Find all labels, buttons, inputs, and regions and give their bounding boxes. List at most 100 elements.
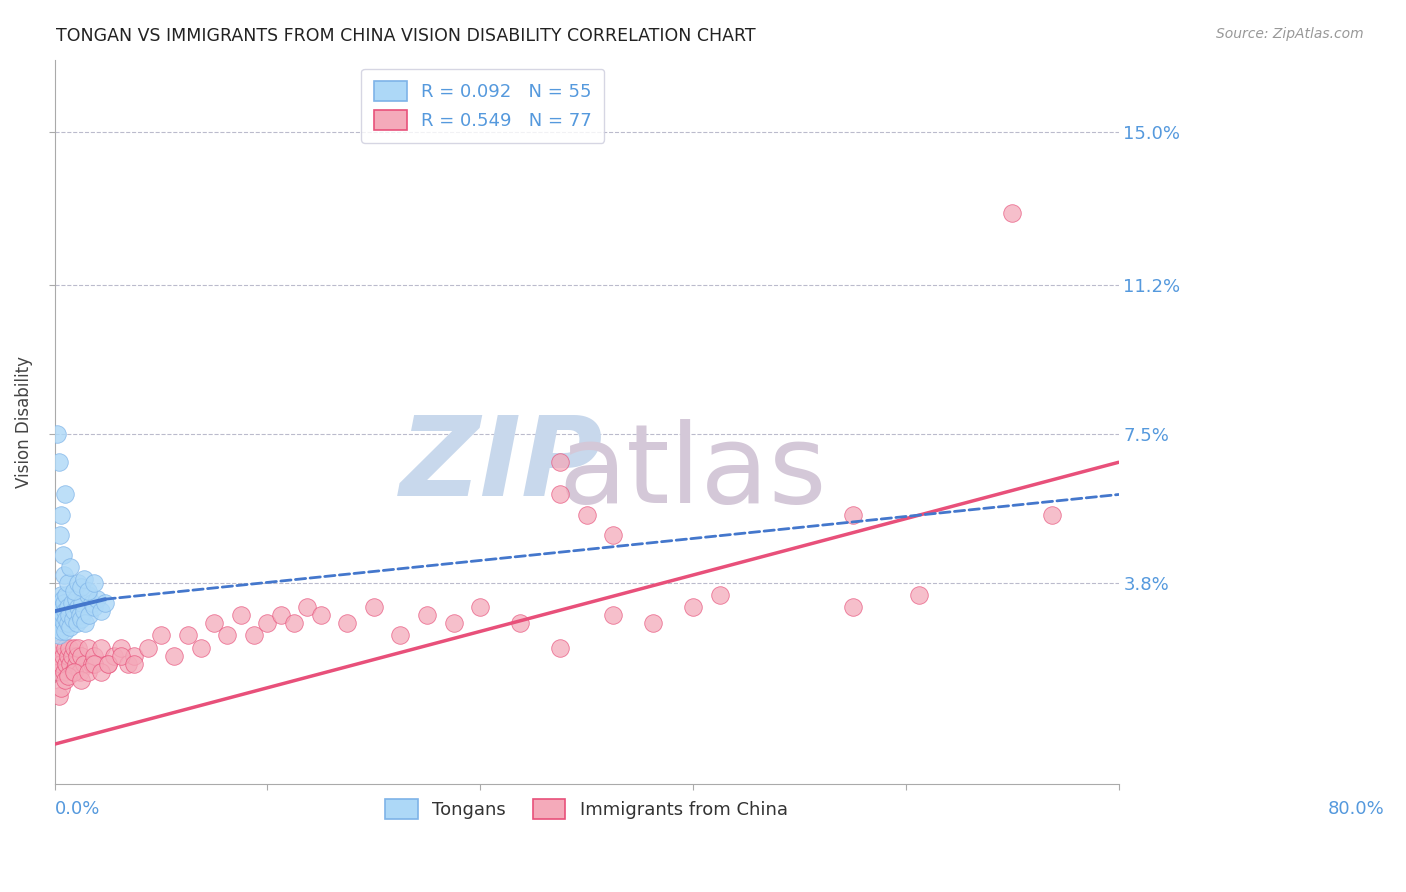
- Point: [72, 596, 94, 610]
- Point: [709, 588, 731, 602]
- Point: [336, 616, 359, 631]
- Point: [53, 673, 76, 687]
- Point: [309, 608, 332, 623]
- Point: [509, 616, 531, 631]
- Point: [86, 592, 108, 607]
- Point: [76, 584, 98, 599]
- Text: TONGAN VS IMMIGRANTS FROM CHINA VISION DISABILITY CORRELATION CHART: TONGAN VS IMMIGRANTS FROM CHINA VISION D…: [56, 27, 756, 45]
- Point: [59, 560, 82, 574]
- Point: [163, 648, 186, 663]
- Point: [76, 665, 98, 679]
- Point: [69, 608, 91, 623]
- Point: [90, 604, 112, 618]
- Text: atlas: atlas: [558, 419, 827, 526]
- Point: [51, 548, 73, 562]
- Point: [51, 657, 73, 671]
- Point: [52, 596, 75, 610]
- Point: [256, 616, 278, 631]
- Point: [602, 608, 624, 623]
- Point: [56, 616, 79, 631]
- Point: [49, 620, 72, 634]
- Point: [48, 689, 70, 703]
- Point: [110, 640, 132, 655]
- Point: [389, 628, 412, 642]
- Point: [51, 608, 73, 623]
- Y-axis label: Vision Disability: Vision Disability: [15, 356, 32, 488]
- Point: [51, 612, 73, 626]
- Point: [51, 588, 73, 602]
- Point: [65, 657, 87, 671]
- Point: [65, 592, 87, 607]
- Point: [110, 648, 132, 663]
- Point: [83, 600, 105, 615]
- Point: [602, 528, 624, 542]
- Text: Source: ZipAtlas.com: Source: ZipAtlas.com: [1216, 27, 1364, 41]
- Point: [548, 455, 571, 469]
- Point: [62, 665, 84, 679]
- Point: [841, 508, 863, 522]
- Point: [83, 576, 105, 591]
- Point: [63, 584, 86, 599]
- Point: [77, 608, 100, 623]
- Point: [45, 657, 67, 671]
- Point: [49, 640, 72, 655]
- Point: [190, 640, 212, 655]
- Point: [46, 427, 69, 442]
- Point: [52, 616, 75, 631]
- Point: [46, 616, 69, 631]
- Point: [103, 648, 125, 663]
- Point: [53, 640, 76, 655]
- Point: [908, 588, 931, 602]
- Point: [117, 657, 139, 671]
- Point: [49, 604, 72, 618]
- Point: [1001, 205, 1024, 219]
- Point: [49, 528, 72, 542]
- Point: [641, 616, 664, 631]
- Point: [90, 640, 112, 655]
- Point: [62, 612, 84, 626]
- Point: [470, 600, 492, 615]
- Point: [70, 612, 93, 626]
- Point: [80, 657, 103, 671]
- Point: [229, 608, 252, 623]
- Point: [1040, 508, 1063, 522]
- Point: [94, 596, 117, 610]
- Point: [56, 648, 79, 663]
- Text: 0.0%: 0.0%: [55, 800, 100, 818]
- Point: [124, 648, 146, 663]
- Point: [60, 596, 83, 610]
- Point: [46, 648, 69, 663]
- Point: [283, 616, 305, 631]
- Point: [202, 616, 225, 631]
- Point: [70, 580, 93, 594]
- Point: [46, 596, 69, 610]
- Point: [58, 608, 80, 623]
- Point: [59, 620, 82, 634]
- Point: [90, 665, 112, 679]
- Point: [270, 608, 292, 623]
- Text: ZIP: ZIP: [399, 412, 603, 519]
- Point: [48, 600, 70, 615]
- Point: [149, 628, 172, 642]
- Point: [243, 628, 266, 642]
- Point: [63, 665, 86, 679]
- Point: [443, 616, 465, 631]
- Point: [682, 600, 704, 615]
- Point: [97, 657, 120, 671]
- Point: [63, 640, 86, 655]
- Point: [51, 648, 73, 663]
- Point: [53, 487, 76, 501]
- Point: [76, 640, 98, 655]
- Point: [66, 648, 89, 663]
- Point: [136, 640, 159, 655]
- Point: [55, 588, 77, 602]
- Point: [58, 640, 80, 655]
- Point: [55, 657, 77, 671]
- Point: [52, 665, 75, 679]
- Point: [59, 657, 82, 671]
- Point: [67, 640, 90, 655]
- Point: [548, 487, 571, 501]
- Point: [53, 624, 76, 639]
- Point: [75, 616, 97, 631]
- Point: [297, 600, 319, 615]
